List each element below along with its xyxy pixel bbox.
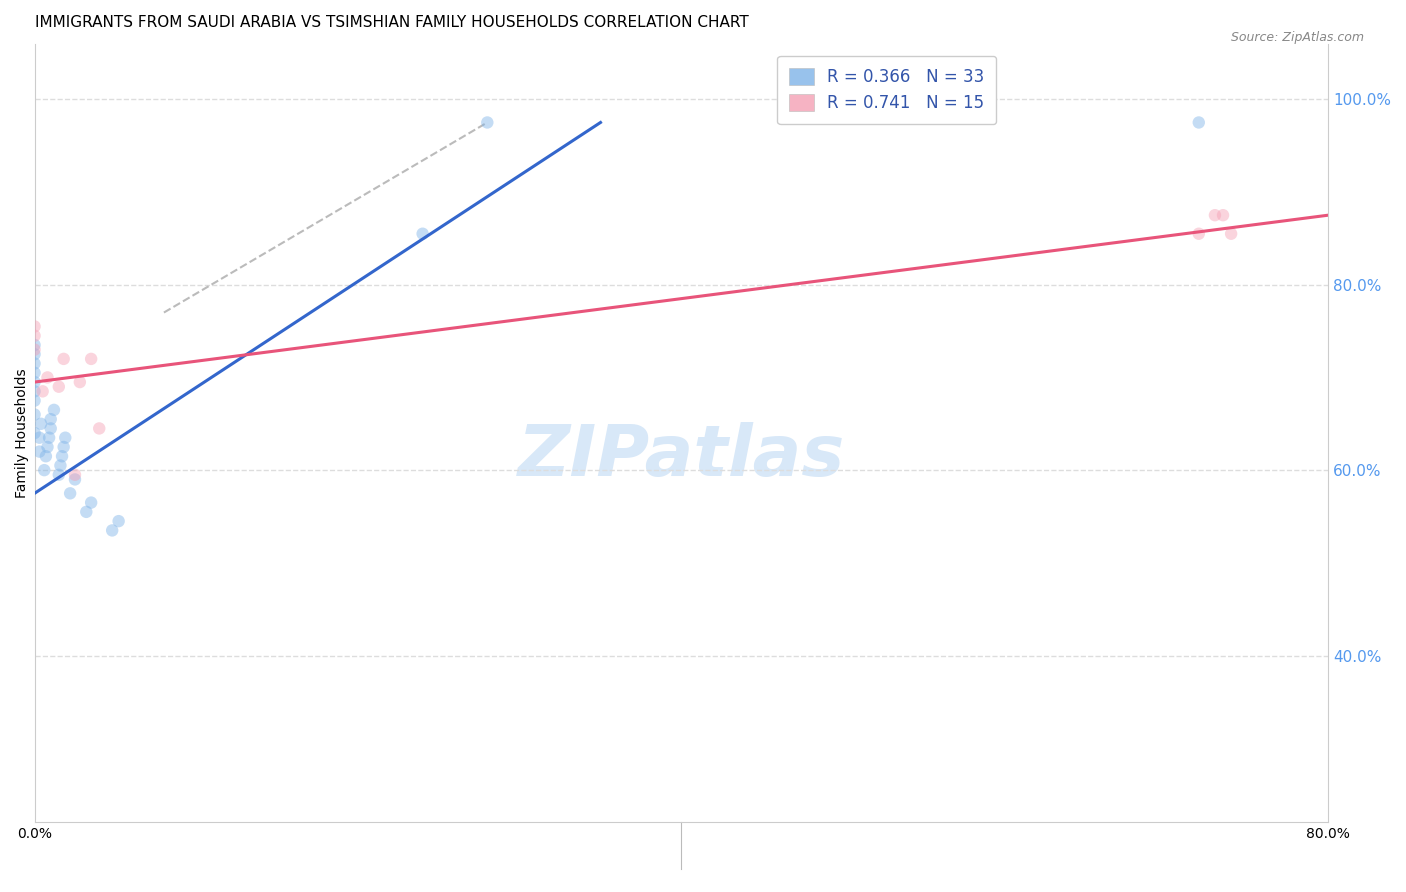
Text: Source: ZipAtlas.com: Source: ZipAtlas.com	[1230, 31, 1364, 45]
Point	[1204, 208, 1226, 222]
Point	[107, 514, 129, 528]
Point	[48, 467, 70, 482]
Point	[89, 421, 111, 435]
Point	[101, 524, 124, 538]
Point	[53, 431, 76, 445]
Point	[37, 370, 59, 384]
Y-axis label: Family Households: Family Households	[15, 368, 30, 498]
Point	[75, 505, 97, 519]
Point	[24, 338, 46, 352]
Point	[38, 431, 60, 445]
Point	[80, 351, 103, 366]
Point	[24, 425, 46, 440]
Point	[39, 412, 62, 426]
Point	[31, 384, 53, 399]
Point	[1188, 227, 1211, 241]
Point	[63, 467, 86, 482]
Point	[39, 421, 62, 435]
Point	[24, 328, 46, 343]
Point	[28, 444, 51, 458]
Point	[24, 357, 46, 371]
Point	[37, 440, 59, 454]
Point	[24, 347, 46, 361]
Point	[24, 408, 46, 422]
Point	[24, 375, 46, 389]
Point	[24, 343, 46, 357]
Point	[24, 366, 46, 380]
Point	[63, 472, 86, 486]
Text: IMMIGRANTS FROM SAUDI ARABIA VS TSIMSHIAN FAMILY HOUSEHOLDS CORRELATION CHART: IMMIGRANTS FROM SAUDI ARABIA VS TSIMSHIA…	[35, 15, 748, 30]
Point	[24, 319, 46, 334]
Point	[52, 440, 75, 454]
Point	[30, 417, 52, 431]
Point	[1220, 227, 1243, 241]
Point	[477, 115, 499, 129]
Point	[32, 463, 55, 477]
Point	[24, 393, 46, 408]
Point	[80, 495, 103, 509]
Point	[49, 458, 72, 473]
Point	[412, 227, 434, 241]
Point	[24, 384, 46, 399]
Point	[1188, 115, 1211, 129]
Text: ZIPatlas: ZIPatlas	[517, 422, 845, 491]
Point	[52, 351, 75, 366]
Point	[51, 449, 73, 463]
Point	[42, 403, 65, 417]
Point	[69, 375, 91, 389]
Point	[1212, 208, 1234, 222]
Point	[59, 486, 82, 500]
Point	[48, 380, 70, 394]
Legend: R = 0.366   N = 33, R = 0.741   N = 15: R = 0.366 N = 33, R = 0.741 N = 15	[778, 56, 997, 124]
Point	[35, 449, 58, 463]
Point	[28, 431, 51, 445]
